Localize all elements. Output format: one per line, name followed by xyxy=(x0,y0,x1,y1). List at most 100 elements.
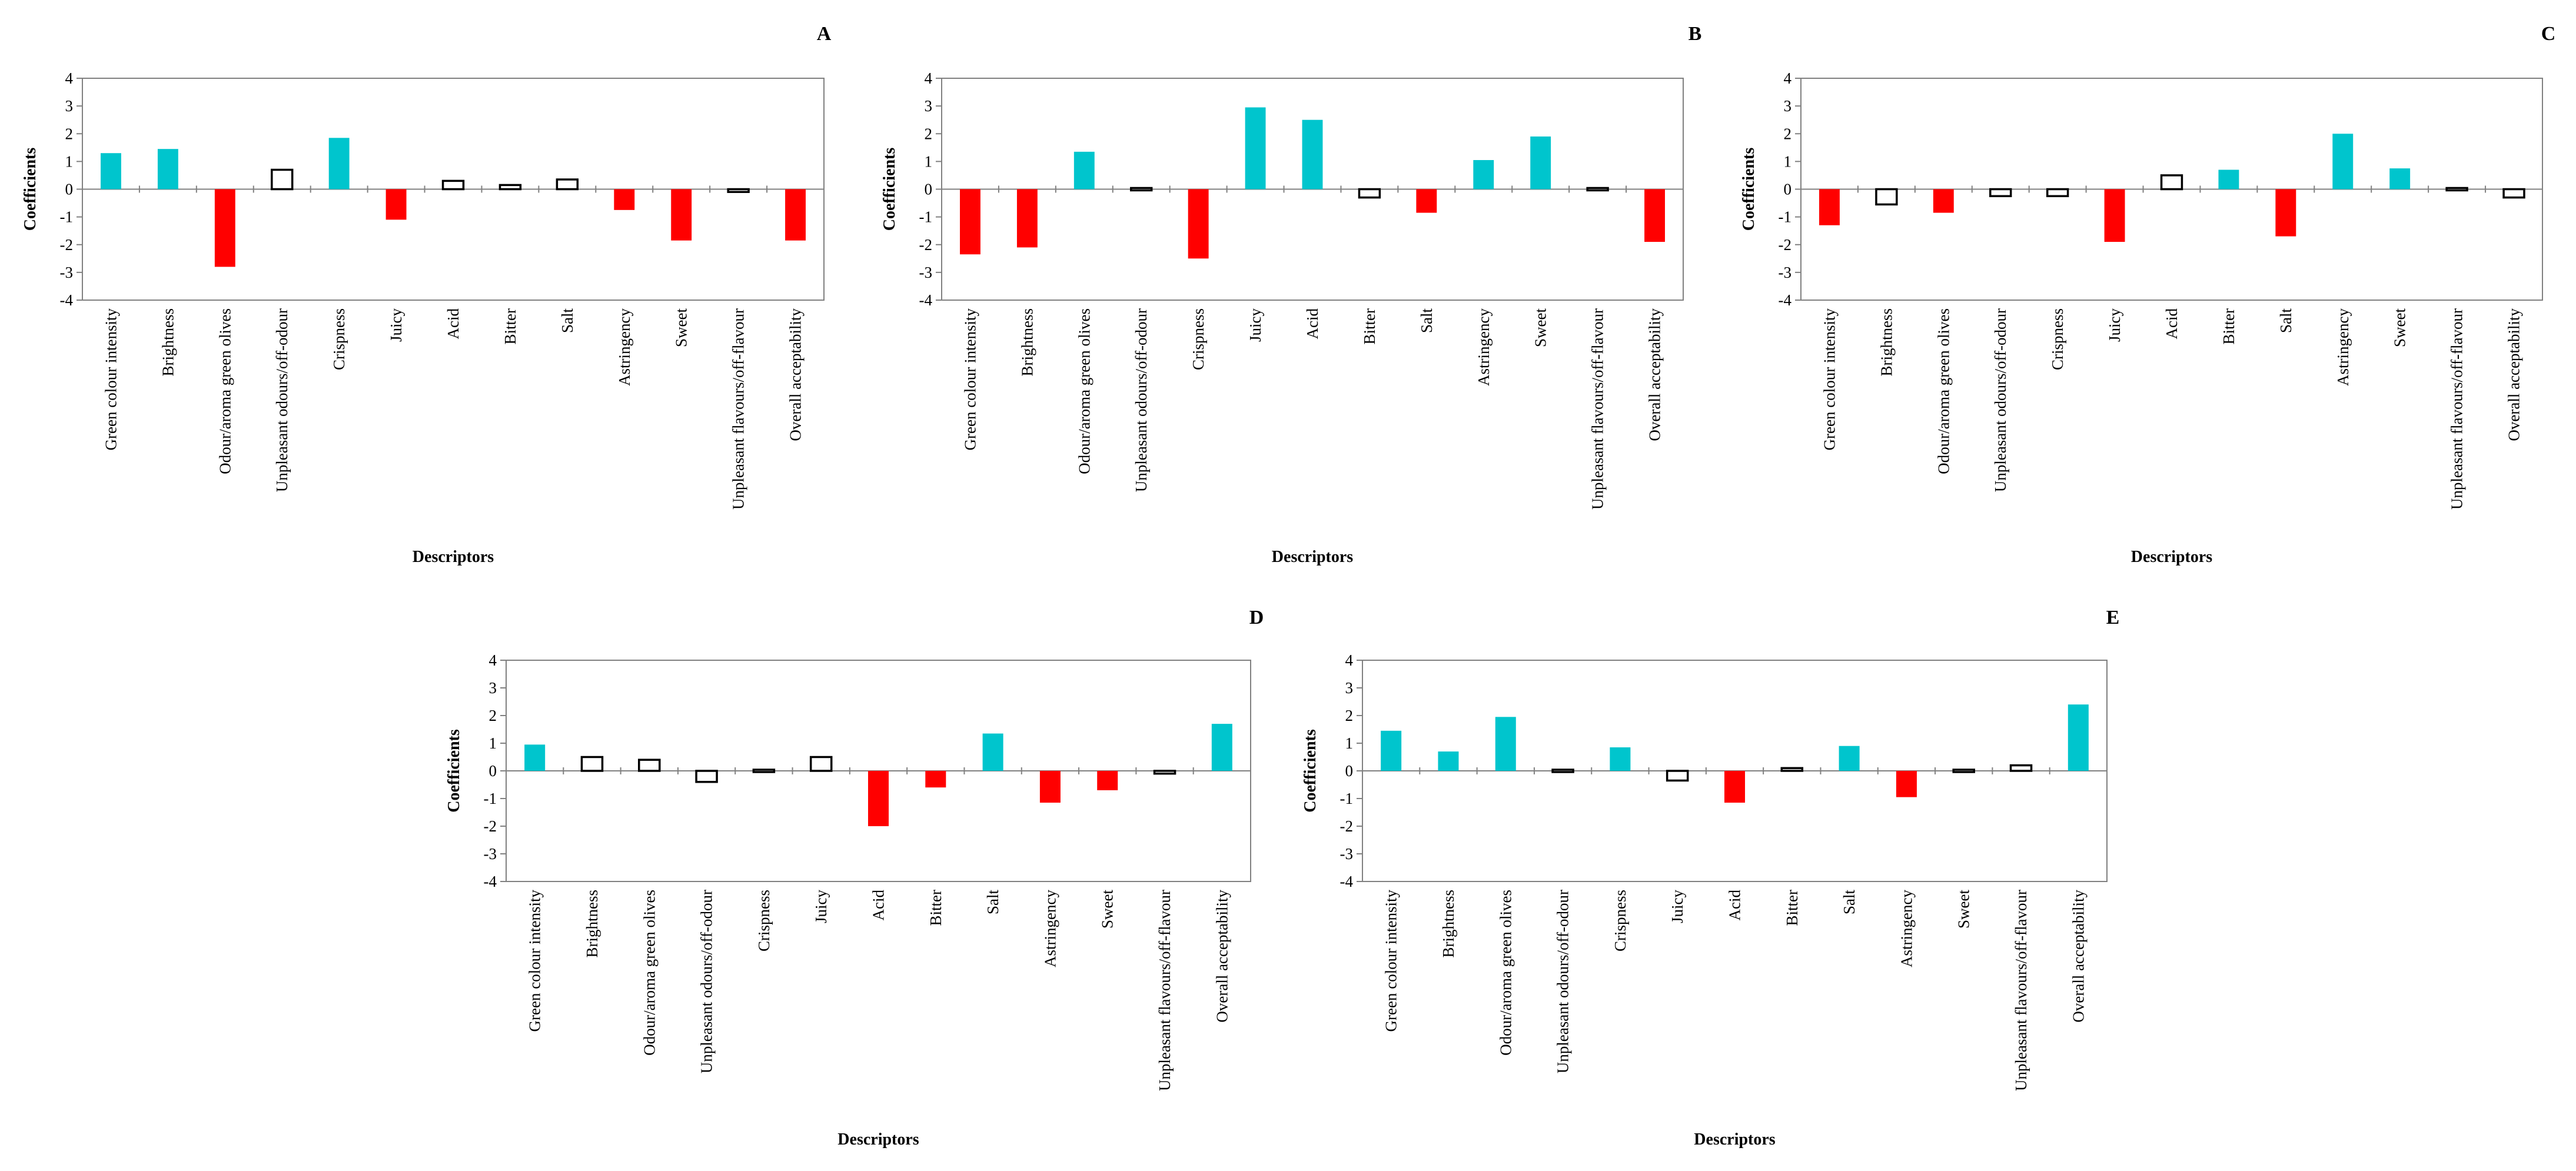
x-category-label: Odour/aroma green olives xyxy=(640,890,658,1056)
bar-salt xyxy=(1839,746,1860,771)
bar-bitter xyxy=(2218,169,2239,189)
bar-juicy xyxy=(809,756,833,772)
y-tick-label: 0 xyxy=(489,762,497,780)
bar-unpleasant-flavours-off-flavour xyxy=(2445,187,2468,192)
y-tick-label: 1 xyxy=(489,734,497,752)
bar-unpleasant-flavours-off-flavour xyxy=(1153,770,1176,775)
y-tick-label: 3 xyxy=(489,679,497,697)
y-tick-label: 1 xyxy=(1345,734,1354,752)
x-category-label: Salt xyxy=(559,308,576,334)
bar-bitter xyxy=(498,184,522,191)
x-category-label: Juicy xyxy=(812,890,830,923)
y-tick-label: 3 xyxy=(1784,97,1792,115)
x-category-label: Astringency xyxy=(1475,308,1493,386)
panel-letter: E xyxy=(2106,607,2120,628)
bar-overall-acceptability xyxy=(1644,189,1665,242)
bar-green-colour-intensity xyxy=(101,153,121,189)
y-tick-label: -2 xyxy=(1340,817,1354,835)
bar-odour-aroma-green-olives xyxy=(638,759,661,772)
x-category-label: Odour/aroma green olives xyxy=(1497,890,1514,1056)
y-tick-label: 0 xyxy=(925,181,933,198)
y-tick-label: 4 xyxy=(925,69,933,87)
panel-letter: D xyxy=(1249,607,1264,628)
chart-panel-c: 4 3 2 1 0 -1 -2 -3 -4 Green colour intensity Brigh… xyxy=(1740,23,2555,566)
y-tick-label: 1 xyxy=(925,152,933,170)
x-category-label: Acid xyxy=(1304,308,1321,340)
x-category-label: Green colour intensity xyxy=(1820,308,1838,451)
x-category-label: Crispness xyxy=(1611,890,1629,952)
y-tick-label: -2 xyxy=(1779,236,1792,254)
x-category-label: Bitter xyxy=(927,890,945,926)
x-category-label: Bitter xyxy=(501,308,519,345)
bar-odour-aroma-green-olives xyxy=(214,189,235,267)
bar-astringency xyxy=(1896,771,1917,797)
bar-overall-acceptability xyxy=(785,189,806,241)
x-category-label: Overall acceptability xyxy=(1213,890,1231,1023)
x-category-label: Overall acceptability xyxy=(2069,890,2087,1023)
bar-acid xyxy=(867,771,889,826)
bar-green-colour-intensity xyxy=(524,744,546,771)
y-tick-label: -2 xyxy=(919,236,933,254)
bar-salt xyxy=(982,733,1003,771)
bar-sweet xyxy=(1530,136,1551,189)
bar-salt xyxy=(1416,189,1437,213)
bar-crispness xyxy=(752,769,776,773)
bar-bitter xyxy=(1358,188,1381,199)
x-category-label: Acid xyxy=(870,890,888,921)
x-category-label: Unpleasant odours/off-odour xyxy=(273,308,291,492)
x-category-label: Brightness xyxy=(1018,308,1036,377)
panel-letter: B xyxy=(1688,23,1702,45)
bar-acid xyxy=(441,179,465,191)
x-category-label: Unpleasant odours/off-odour xyxy=(698,890,716,1073)
y-tick-label: -1 xyxy=(484,790,497,807)
bar-brightness xyxy=(1016,189,1038,248)
x-category-label: Bitter xyxy=(1783,890,1801,926)
y-tick-label: -3 xyxy=(1340,845,1354,863)
bar-astringency xyxy=(1473,160,1494,189)
bar-juicy xyxy=(2104,189,2125,242)
y-tick-label: 4 xyxy=(489,651,497,669)
x-category-label: Overall acceptability xyxy=(2505,308,2523,441)
y-tick-label: -2 xyxy=(484,817,497,835)
y-tick-label: 2 xyxy=(489,707,497,724)
bar-sweet xyxy=(1952,769,1975,773)
bar-unpleasant-flavours-off-flavour xyxy=(1586,187,1609,192)
y-tick-label: 3 xyxy=(1345,679,1354,697)
x-category-label: Crispness xyxy=(1189,308,1207,370)
bar-odour-aroma-green-olives xyxy=(1495,717,1516,771)
bar-astringency xyxy=(614,189,635,210)
x-category-label: Odour/aroma green olives xyxy=(1075,308,1093,474)
y-tick-label: 3 xyxy=(65,97,74,115)
x-category-label: Salt xyxy=(2277,308,2295,334)
bar-overall-acceptability xyxy=(2068,704,2089,771)
x-category-label: Sweet xyxy=(1099,890,1116,929)
y-tick-label: 1 xyxy=(65,152,74,170)
x-axis-title: Descriptors xyxy=(2131,548,2213,566)
y-tick-label: -4 xyxy=(60,291,74,309)
x-category-label: Acid xyxy=(2163,308,2181,340)
y-tick-label: 0 xyxy=(1345,762,1354,780)
bar-brightness xyxy=(1875,188,1898,206)
x-category-label: Brightness xyxy=(159,308,177,377)
x-category-label: Green colour intensity xyxy=(961,308,979,451)
x-category-label: Brightness xyxy=(583,890,601,958)
x-category-label: Unpleasant odours/off-odour xyxy=(1992,308,2009,492)
x-category-label: Astringency xyxy=(1041,890,1059,967)
bar-unpleasant-flavours-off-flavour xyxy=(727,188,750,193)
x-category-label: Green colour intensity xyxy=(526,890,544,1032)
bar-astringency xyxy=(1039,771,1061,803)
bar-overall-acceptability xyxy=(1211,724,1232,771)
panel-letter: C xyxy=(2541,23,2556,45)
y-tick-label: -3 xyxy=(60,264,74,281)
bar-brightness xyxy=(1438,751,1459,771)
y-tick-label: 2 xyxy=(1345,707,1354,724)
bar-acid xyxy=(1302,119,1323,189)
x-category-label: Crispness xyxy=(330,308,348,370)
y-tick-label: 2 xyxy=(1784,125,1792,142)
x-axis-title: Descriptors xyxy=(413,548,494,566)
x-category-label: Juicy xyxy=(387,308,405,342)
x-axis-title: Descriptors xyxy=(1272,548,1354,566)
bar-overall-acceptability xyxy=(2502,188,2525,199)
x-category-label: Juicy xyxy=(1247,308,1264,342)
